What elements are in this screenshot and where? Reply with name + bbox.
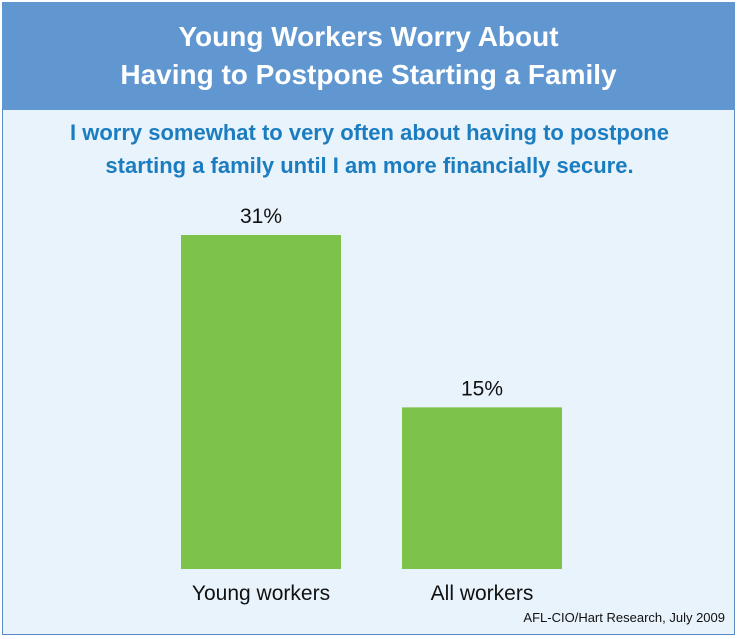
chart-title-line-1: Young Workers Worry About [178, 21, 559, 52]
chart-header: Young Workers Worry About Having to Post… [2, 2, 735, 110]
source-note: AFL-CIO/Hart Research, July 2009 [523, 610, 725, 625]
value-label-all-workers: 15% [461, 377, 503, 400]
chart-subtitle-line-1: I worry somewhat to very often about hav… [70, 120, 669, 145]
category-label-young-workers: Young workers [192, 582, 330, 605]
value-label-young-workers: 31% [240, 205, 282, 228]
chart-title-line-2: Having to Postpone Starting a Family [120, 59, 617, 90]
chart-subtitle-line-2: starting a family until I am more financ… [105, 153, 634, 178]
category-label-all-workers: All workers [431, 582, 534, 605]
bar-young-workers [181, 235, 341, 569]
bar-all-workers [402, 407, 562, 569]
chart-subtitle: I worry somewhat to very often about hav… [10, 116, 729, 182]
